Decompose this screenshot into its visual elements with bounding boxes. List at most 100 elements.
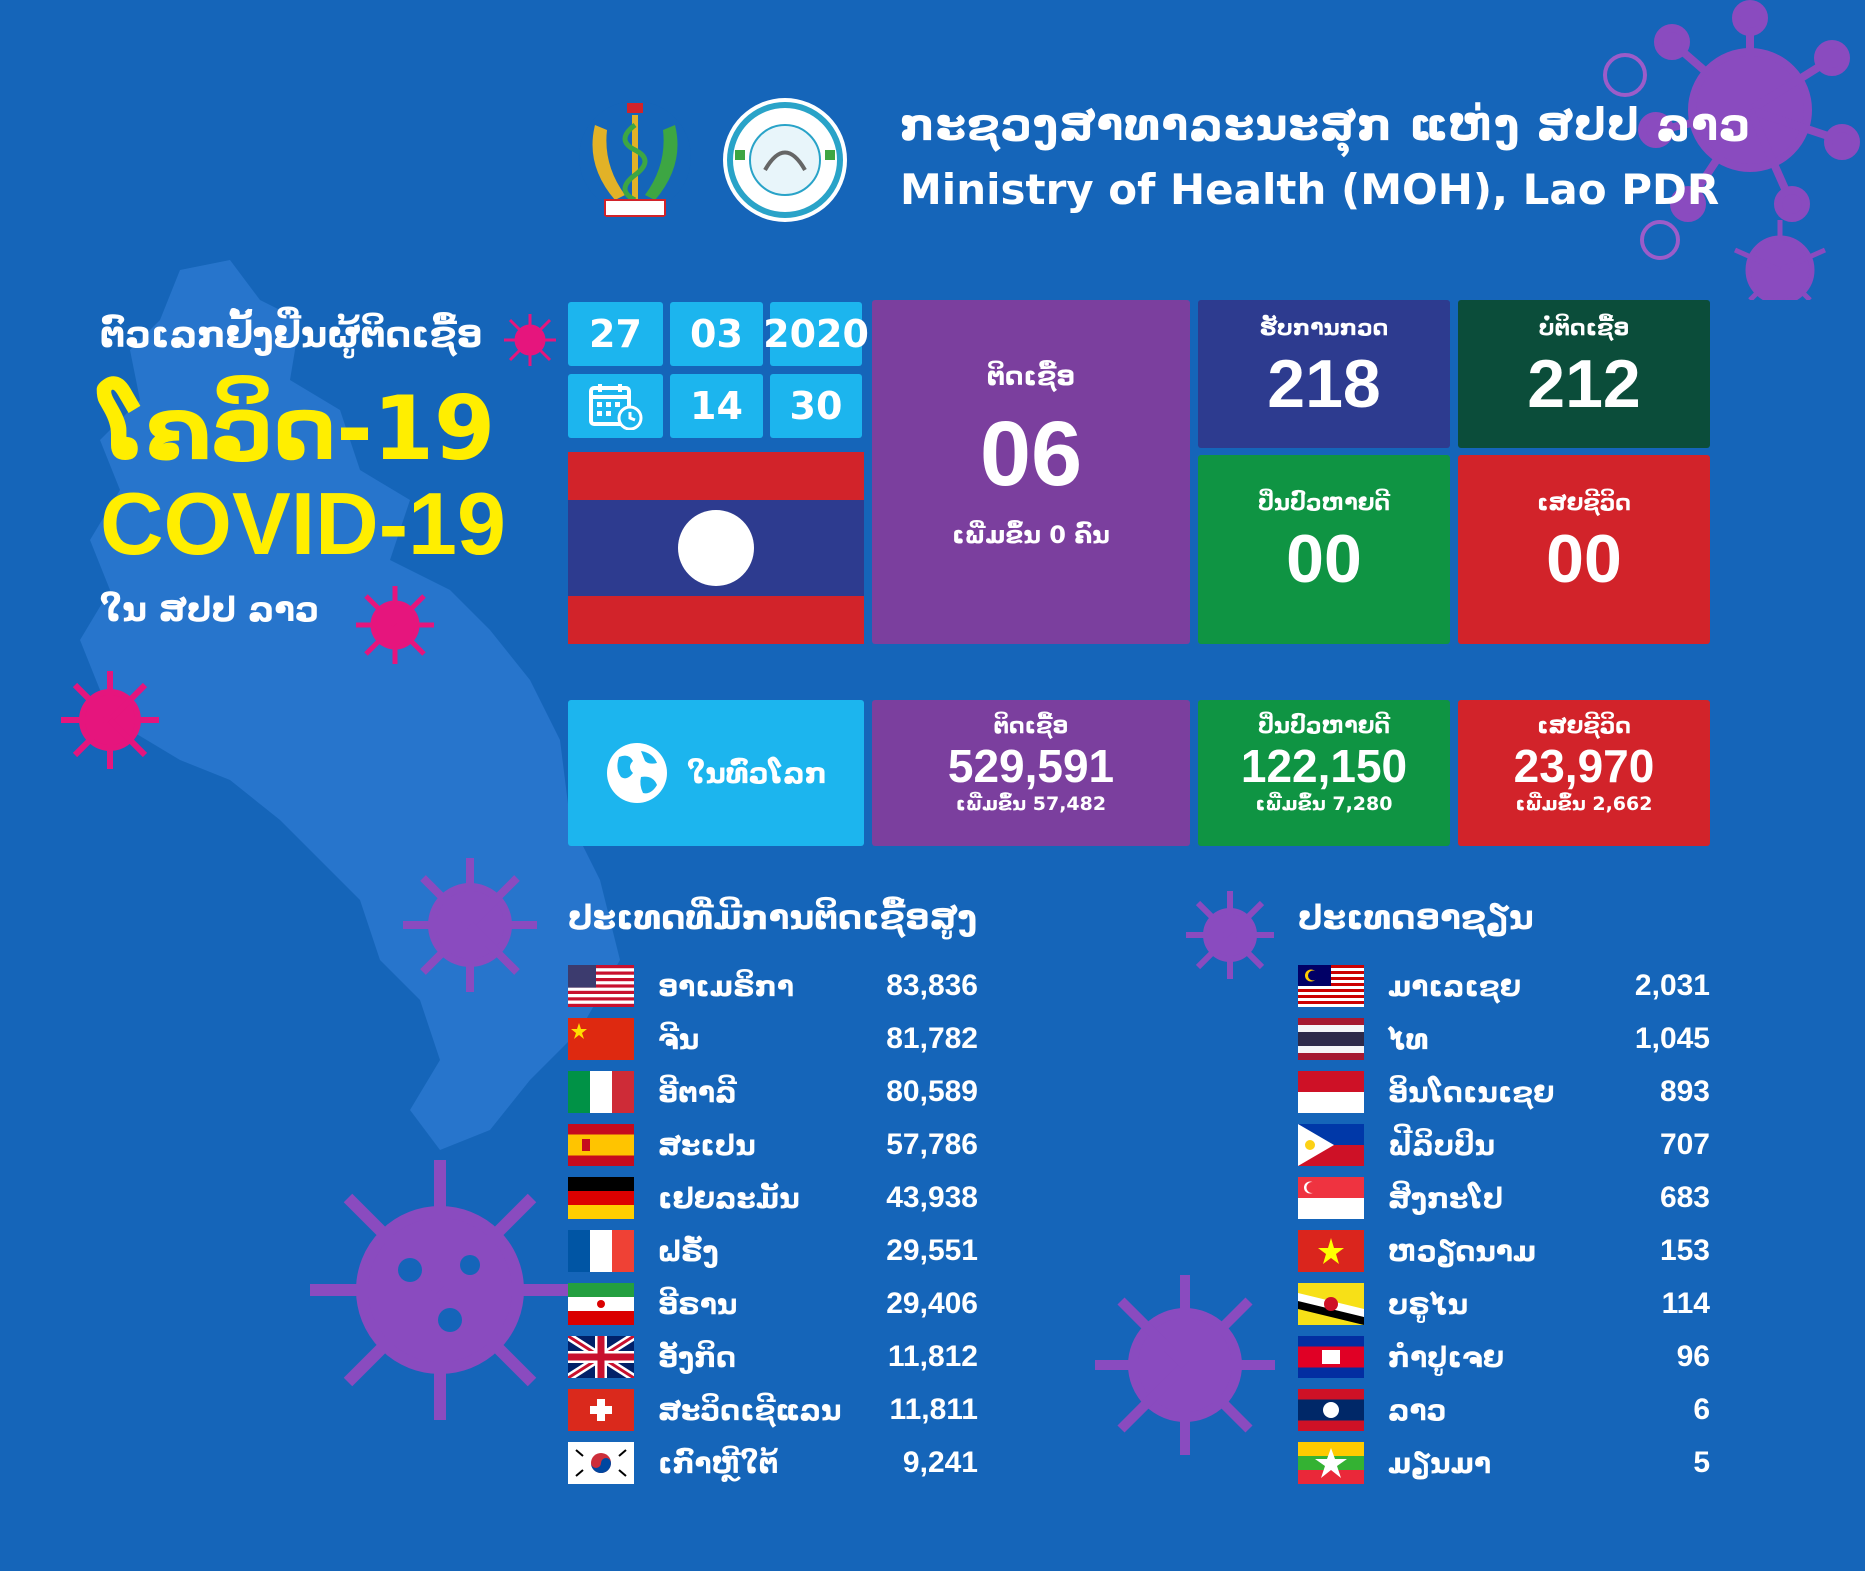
world-deaths-value: 23,970 bbox=[1513, 740, 1655, 792]
world-infected-card: ຕິດເຊື້ອ 529,591 ເພີ່ມຂຶ້ນ 57,482 bbox=[872, 700, 1190, 846]
laos-infected-label: ຕິດເຊື້ອ bbox=[986, 362, 1076, 392]
list-item: ສິງກະໂປ 683 bbox=[1298, 1177, 1710, 1219]
coeh-logo bbox=[723, 98, 847, 222]
list-item: ຈີນ 81,782 bbox=[568, 1018, 978, 1060]
laos-deaths-value: 00 bbox=[1546, 521, 1622, 597]
country-value: 43,938 bbox=[886, 1181, 978, 1214]
laos-recovered-label: ປິ່ນປົວຫາຍດີ bbox=[1257, 491, 1391, 516]
country-value: 153 bbox=[1659, 1234, 1710, 1267]
date-day: 27 bbox=[568, 302, 663, 366]
country-value: 893 bbox=[1659, 1075, 1710, 1108]
country-name: ຟີລິບປິນ bbox=[1388, 1128, 1495, 1162]
list-item: ລາວ 6 bbox=[1298, 1389, 1710, 1431]
laos-infected-value: 06 bbox=[979, 403, 1083, 505]
virus-decoration-purple-mid bbox=[1186, 891, 1274, 979]
list-item: ອິນໂດເນເຊຍ 893 bbox=[1298, 1071, 1710, 1113]
laos-recovered-value: 00 bbox=[1286, 521, 1362, 597]
date-month: 03 bbox=[670, 302, 763, 366]
title-line-lao: ຕົວເລກຢັ້ງຢືນຜູ້ຕິດເຊື້ອ bbox=[100, 315, 483, 356]
ministry-emblem-logo bbox=[579, 101, 691, 217]
list-item: ໄທ 1,045 bbox=[1298, 1018, 1710, 1060]
country-name: ສິງກະໂປ bbox=[1388, 1181, 1504, 1215]
list-item: ອັງກິດ 11,812 bbox=[568, 1336, 978, 1378]
list-item: ກຳປູເຈຍ 96 bbox=[1298, 1336, 1710, 1378]
country-value: 5 bbox=[1693, 1446, 1710, 1479]
cn-flag-icon bbox=[568, 1018, 634, 1060]
asean-title: ປະເທດອາຊຽນ bbox=[1298, 898, 1534, 938]
vn-flag-icon bbox=[1298, 1230, 1364, 1272]
list-item: ສະວິດເຊີແລນ 11,811 bbox=[568, 1389, 978, 1431]
country-name: ສະເປນ bbox=[658, 1128, 756, 1162]
virus-decoration-pink-mid bbox=[356, 586, 434, 664]
country-name: ອີຣານ bbox=[658, 1287, 738, 1321]
world-recovered-value: 122,150 bbox=[1240, 740, 1408, 792]
list-item: ເກົາຫຼີໃຕ້ 9,241 bbox=[568, 1442, 978, 1484]
country-value: 11,812 bbox=[887, 1340, 978, 1373]
laos-recovered-card: ປິ່ນປົວຫາຍດີ 00 bbox=[1198, 455, 1450, 644]
top-countries-title: ປະເທດທີ່ມີການຕິດເຊື້ອສູງ bbox=[568, 898, 978, 938]
calendar-clock-icon bbox=[568, 374, 663, 438]
list-item: ສະເປນ 57,786 bbox=[568, 1124, 978, 1166]
country-name: ລາວ bbox=[1388, 1393, 1447, 1427]
date-year: 2020 bbox=[763, 302, 869, 366]
country-name: ເກົາຫຼີໃຕ້ bbox=[658, 1446, 779, 1480]
list-item: ມຽນມາ 5 bbox=[1298, 1442, 1710, 1484]
country-name: ກຳປູເຈຍ bbox=[1388, 1340, 1505, 1374]
country-name: ສະວິດເຊີແລນ bbox=[658, 1393, 842, 1427]
country-value: 83,836 bbox=[886, 969, 978, 1002]
country-name: ໄທ bbox=[1388, 1022, 1429, 1056]
world-label-card: ໃນທົ່ວໂລກ bbox=[568, 700, 864, 846]
calendar-clock-icon-graphic bbox=[588, 384, 642, 430]
ch-flag-icon bbox=[568, 1389, 634, 1431]
laos-deaths-card: ເສຍຊີວິດ 00 bbox=[1458, 455, 1710, 644]
virus-decoration-pink-left bbox=[61, 671, 159, 769]
list-item: ອາເມຣິກາ 83,836 bbox=[568, 965, 978, 1007]
country-value: 57,786 bbox=[886, 1128, 978, 1161]
title-in-laos: ໃນ ສປປ ລາວ bbox=[100, 590, 320, 630]
header-title-english: Ministry of Health (MOH), Lao PDR bbox=[900, 165, 1720, 214]
country-value: 707 bbox=[1659, 1128, 1710, 1161]
country-name: ຫວຽດນາມ bbox=[1388, 1234, 1537, 1268]
time-hour: 14 bbox=[670, 374, 763, 438]
gb-flag-icon bbox=[568, 1336, 634, 1378]
country-value: 114 bbox=[1661, 1287, 1710, 1320]
country-name: ເຢຍລະມັນ bbox=[658, 1181, 800, 1215]
kr-flag-icon bbox=[568, 1442, 634, 1484]
es-flag-icon bbox=[568, 1124, 634, 1166]
fr-flag-icon bbox=[568, 1230, 634, 1272]
laos-tested-label: ຮັບການກວດ bbox=[1259, 316, 1389, 341]
my-flag-icon bbox=[1298, 965, 1364, 1007]
virus-decoration-top-right bbox=[1603, 0, 1860, 300]
world-deaths-label: ເສຍຊີວິດ bbox=[1537, 714, 1631, 739]
virus-decoration-purple-bottom-left bbox=[310, 1160, 570, 1420]
title-covid-english: COVID-19 bbox=[100, 474, 506, 573]
laos-flag bbox=[568, 452, 864, 644]
us-flag-icon bbox=[568, 965, 634, 1007]
country-value: 9,241 bbox=[902, 1446, 978, 1479]
country-value: 80,589 bbox=[886, 1075, 978, 1108]
country-value: 11,811 bbox=[889, 1393, 978, 1426]
laos-negative-label: ບໍ່ຕິດເຊື້ອ bbox=[1538, 316, 1630, 341]
world-recovered-card: ປິ່ນປົວຫາຍດີ 122,150 ເພີ່ມຂຶ້ນ 7,280 bbox=[1198, 700, 1450, 846]
laos-tested-card: ຮັບການກວດ 218 bbox=[1198, 300, 1450, 448]
country-name: ອັງກິດ bbox=[658, 1340, 737, 1374]
header-title-lao: ກະຊວງສາທາລະນະສຸກ ແຫ່ງ ສປປ ລາວ bbox=[900, 100, 1752, 151]
country-name: ບຣູໄນ bbox=[1388, 1287, 1469, 1321]
country-value: 96 bbox=[1676, 1340, 1710, 1373]
world-deaths-card: ເສຍຊີວິດ 23,970 ເພີ່ມຂຶ້ນ 2,662 bbox=[1458, 700, 1710, 846]
virus-decoration-purple-left bbox=[403, 858, 537, 992]
country-name: ອິນໂດເນເຊຍ bbox=[1388, 1075, 1555, 1109]
kh-flag-icon bbox=[1298, 1336, 1364, 1378]
world-recovered-label: ປິ່ນປົວຫາຍດີ bbox=[1257, 714, 1391, 739]
list-item: ຟີລິບປິນ 707 bbox=[1298, 1124, 1710, 1166]
world-deaths-note: ເພີ່ມຂຶ້ນ 2,662 bbox=[1515, 793, 1653, 815]
country-value: 29,406 bbox=[886, 1287, 978, 1320]
laos-infected-note: ເພີ່ມຂຶ້ນ 0 ຄົນ bbox=[952, 521, 1110, 549]
sg-flag-icon bbox=[1298, 1177, 1364, 1219]
ph-flag-icon bbox=[1298, 1124, 1364, 1166]
bn-flag-icon bbox=[1298, 1283, 1364, 1325]
globe-icon bbox=[607, 743, 668, 803]
world-label: ໃນທົ່ວໂລກ bbox=[687, 756, 827, 790]
world-infected-value: 529,591 bbox=[947, 740, 1115, 792]
laos-negative-value: 212 bbox=[1527, 346, 1641, 422]
